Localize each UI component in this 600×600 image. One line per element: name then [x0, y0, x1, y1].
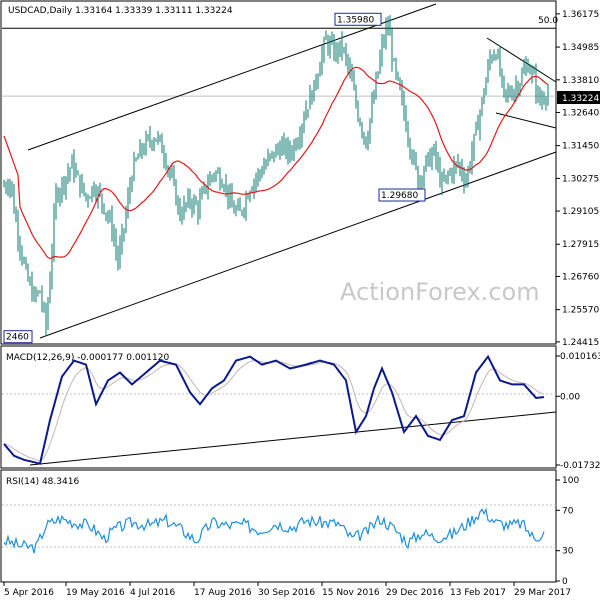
watermark: ActionForex.com [340, 278, 540, 306]
macd-trendline [29, 411, 557, 466]
macd-panel-frame [0, 345, 557, 469]
rsi-tick-label: 30 [562, 547, 574, 557]
x-tick-label: 29 Dec 2016 [386, 588, 444, 598]
price-tick-label: 1.34985 [562, 43, 599, 53]
price-panel-frame [0, 0, 557, 345]
annotation-label: 2460 [6, 333, 29, 343]
rsi-tick-label: 0 [562, 577, 568, 587]
annotation-box [334, 12, 382, 26]
price-tick-label: 1.31450 [562, 142, 599, 152]
rsi-tick-label: 70 [562, 506, 574, 516]
price-tick-label: 1.24415 [562, 338, 599, 348]
price-horizontal-lines [2, 27, 556, 97]
annotation-label: 1.29680 [381, 191, 418, 201]
moving-average-line [3, 66, 549, 260]
x-tick-label: 29 Mar 2017 [514, 588, 571, 598]
macd-axis-ticks: 0.010163 0.00 -0.017321 [556, 352, 600, 471]
rsi-label: RSI(14) 48.3416 [6, 477, 79, 487]
x-axis-labels: 5 Apr 2016 19 May 2016 4 Jul 2016 17 Aug 20… [3, 582, 571, 598]
price-axis-ticks: 1.36175 1.34985 1.33810 1.32640 1.31450 1.302… [556, 10, 599, 348]
x-tick-label: 5 Apr 2016 [4, 588, 54, 598]
x-tick-label: 17 Aug 2016 [194, 588, 252, 598]
price-tick-label: 1.27915 [562, 240, 599, 250]
trendline [486, 37, 557, 83]
price-tick-label: 1.26760 [562, 272, 599, 282]
price-tick-label: 1.36175 [562, 10, 599, 20]
price-tick-label: 1.33810 [562, 76, 599, 86]
last-price-badge [557, 91, 600, 104]
macd-label: MACD(12,26,9) -0.000177 0.001120 [6, 353, 169, 363]
trendline [39, 151, 557, 339]
rsi-axis-ticks: 100 70 30 0 [556, 476, 579, 587]
x-tick-label: 30 Sep 2016 [258, 588, 315, 598]
last-price-label: 1.33224 [562, 94, 599, 104]
macd-line [3, 354, 545, 465]
price-ohlc-bars [3, 15, 549, 337]
chart-header: USDCAD,Daily 1.33164 1.33339 1.33111 1.3… [8, 6, 233, 16]
rsi-line [3, 507, 545, 554]
x-tick-label: 19 May 2016 [66, 588, 125, 598]
fib-level-label: 50.0 [538, 16, 558, 26]
price-tick-label: 1.30275 [562, 174, 599, 184]
price-annotations: 1.35980 1.29680 2460 [3, 12, 426, 344]
annotation-box [3, 330, 33, 344]
price-tick-label: 1.25570 [562, 306, 599, 316]
x-tick-label: 13 Feb 2017 [450, 588, 506, 598]
macd-tick-label: -0.017321 [560, 461, 600, 471]
price-tick-label: 1.32640 [562, 108, 599, 118]
rsi-panel-frame [0, 469, 557, 583]
x-tick-label: 4 Jul 2016 [130, 588, 175, 598]
annotation-box [378, 188, 426, 202]
x-tick-label: 15 Nov 2016 [322, 588, 380, 598]
rsi-tick-label: 100 [562, 476, 579, 486]
trendline [27, 3, 437, 151]
macd-tick-label: 0.00 [560, 392, 580, 402]
annotation-label: 1.35980 [337, 15, 374, 25]
price-tick-label: 1.29105 [562, 207, 599, 217]
macd-tick-label: 0.010163 [560, 352, 600, 362]
macd-signal-line [3, 360, 545, 462]
price-trendlines [27, 3, 557, 339]
